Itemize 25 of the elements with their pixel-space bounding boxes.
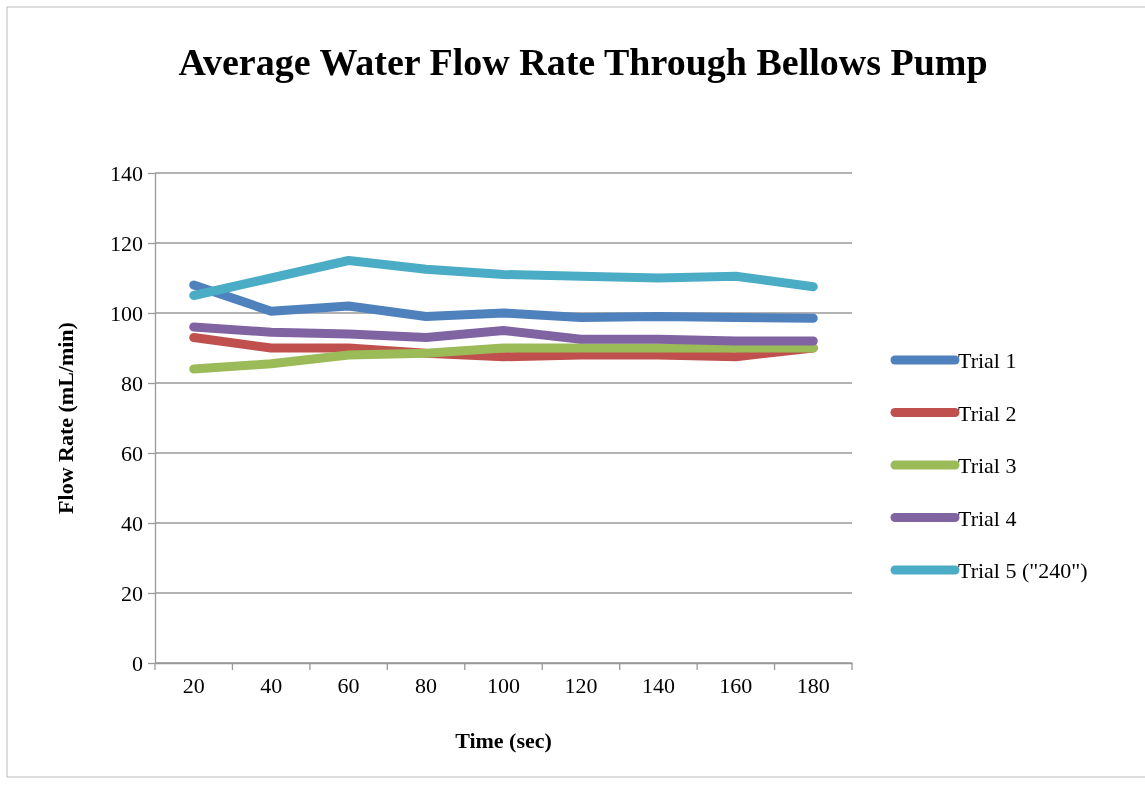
x-tick-label: 140 [641,672,675,698]
x-tick-label: 20 [182,672,205,698]
y-tick-label: 100 [110,300,143,326]
x-axis-title: Time (sec) [455,728,552,753]
y-tick-label: 20 [121,580,143,606]
legend-label: Trial 2 [958,400,1017,426]
legend-label: Trial 3 [958,453,1017,478]
x-tick-label: 100 [487,672,520,698]
legend-label: Trial 1 [958,348,1017,373]
legend-label: Trial 4 [958,505,1017,531]
x-tick-label: 160 [719,672,753,698]
legend-label: Trial 5 ("240") [958,558,1088,583]
y-tick-label: 60 [121,440,143,466]
y-axis-title: Flow Rate (mL/min) [53,322,78,514]
x-tick-label: 180 [796,672,830,698]
y-tick-label: 0 [132,650,143,676]
x-tick-label: 80 [415,672,438,698]
x-tick-label: 40 [260,672,283,698]
y-tick-label: 40 [121,510,143,536]
y-tick-label: 120 [110,230,143,256]
y-tick-label: 80 [121,370,143,396]
y-tick-label: 140 [110,160,143,186]
chart-title: Average Water Flow Rate Through Bellows Pump [178,41,988,83]
x-tick-label: 60 [337,672,360,698]
x-tick-label: 120 [564,672,598,698]
